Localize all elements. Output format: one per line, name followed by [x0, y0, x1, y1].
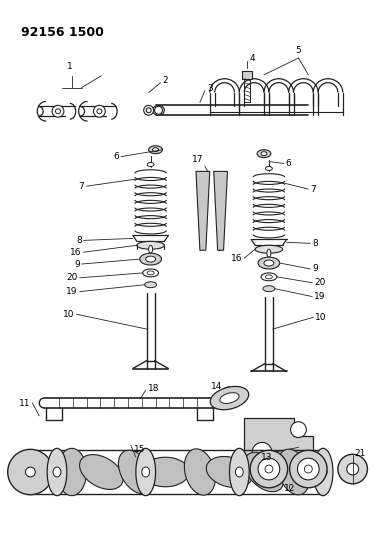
Ellipse shape	[261, 273, 277, 281]
Text: 7: 7	[310, 184, 316, 193]
Ellipse shape	[97, 109, 102, 114]
Ellipse shape	[206, 456, 252, 488]
Polygon shape	[214, 172, 227, 250]
Text: 20: 20	[314, 278, 326, 287]
Ellipse shape	[25, 467, 35, 477]
Ellipse shape	[185, 449, 215, 495]
Ellipse shape	[290, 450, 327, 488]
Ellipse shape	[149, 245, 152, 253]
Ellipse shape	[244, 453, 284, 492]
Ellipse shape	[52, 106, 64, 117]
Ellipse shape	[210, 386, 249, 410]
Text: 1: 1	[67, 62, 73, 71]
Ellipse shape	[147, 163, 154, 166]
Ellipse shape	[142, 467, 150, 477]
Text: 14: 14	[211, 382, 223, 391]
Ellipse shape	[258, 257, 280, 269]
Text: 20: 20	[66, 273, 78, 282]
Ellipse shape	[149, 146, 163, 154]
Ellipse shape	[229, 448, 249, 496]
Ellipse shape	[146, 256, 156, 262]
Text: 3: 3	[207, 84, 213, 93]
Text: 13: 13	[261, 453, 273, 462]
Ellipse shape	[250, 450, 288, 488]
Ellipse shape	[57, 448, 86, 496]
Ellipse shape	[8, 449, 53, 495]
Text: 6: 6	[113, 152, 119, 161]
Ellipse shape	[305, 465, 312, 473]
Text: 10: 10	[63, 310, 75, 319]
Polygon shape	[244, 418, 313, 467]
Ellipse shape	[266, 275, 273, 279]
Ellipse shape	[347, 463, 359, 475]
Ellipse shape	[142, 457, 189, 487]
Ellipse shape	[313, 448, 333, 496]
Text: 16: 16	[231, 254, 242, 263]
Ellipse shape	[53, 467, 61, 477]
Ellipse shape	[145, 282, 157, 288]
Text: 10: 10	[315, 313, 327, 322]
Ellipse shape	[119, 450, 153, 494]
Bar	[242, 71, 252, 79]
Ellipse shape	[267, 249, 271, 257]
Text: 16: 16	[70, 248, 81, 257]
Ellipse shape	[257, 150, 271, 158]
Text: 8: 8	[312, 239, 318, 248]
Ellipse shape	[265, 465, 273, 473]
Text: 11: 11	[19, 399, 30, 408]
Ellipse shape	[264, 260, 274, 266]
Ellipse shape	[261, 152, 267, 156]
Text: 19: 19	[314, 292, 326, 301]
Ellipse shape	[147, 271, 154, 275]
Ellipse shape	[319, 467, 327, 477]
Ellipse shape	[152, 106, 164, 115]
Ellipse shape	[220, 393, 239, 403]
Ellipse shape	[278, 449, 310, 495]
Polygon shape	[196, 172, 210, 250]
Ellipse shape	[235, 467, 243, 477]
Ellipse shape	[80, 455, 123, 489]
Ellipse shape	[338, 454, 367, 484]
Ellipse shape	[298, 458, 319, 480]
Text: 9: 9	[312, 264, 318, 273]
Ellipse shape	[144, 106, 154, 115]
Text: 5: 5	[296, 46, 301, 55]
Ellipse shape	[255, 245, 283, 253]
Ellipse shape	[136, 448, 156, 496]
Ellipse shape	[266, 166, 273, 171]
Ellipse shape	[47, 448, 67, 496]
Ellipse shape	[93, 106, 105, 117]
Ellipse shape	[154, 107, 163, 114]
Text: 21: 21	[355, 449, 366, 458]
Ellipse shape	[140, 253, 161, 265]
Ellipse shape	[152, 148, 159, 152]
Ellipse shape	[263, 286, 275, 292]
Ellipse shape	[258, 458, 280, 480]
Text: 15: 15	[134, 445, 146, 454]
Text: 7: 7	[78, 182, 84, 191]
Ellipse shape	[252, 442, 272, 462]
Ellipse shape	[146, 108, 151, 113]
Ellipse shape	[291, 422, 306, 438]
Text: 19: 19	[66, 287, 78, 296]
Ellipse shape	[56, 109, 61, 114]
Text: 17: 17	[192, 155, 203, 164]
Text: 18: 18	[148, 384, 159, 393]
Text: 92156 1500: 92156 1500	[20, 26, 103, 38]
Text: 6: 6	[286, 159, 291, 168]
Ellipse shape	[143, 269, 159, 277]
Ellipse shape	[137, 241, 164, 249]
Text: 12: 12	[284, 484, 295, 493]
Text: 2: 2	[163, 76, 168, 85]
Text: 4: 4	[249, 53, 255, 62]
Text: 9: 9	[74, 260, 80, 269]
Text: 8: 8	[76, 236, 81, 245]
